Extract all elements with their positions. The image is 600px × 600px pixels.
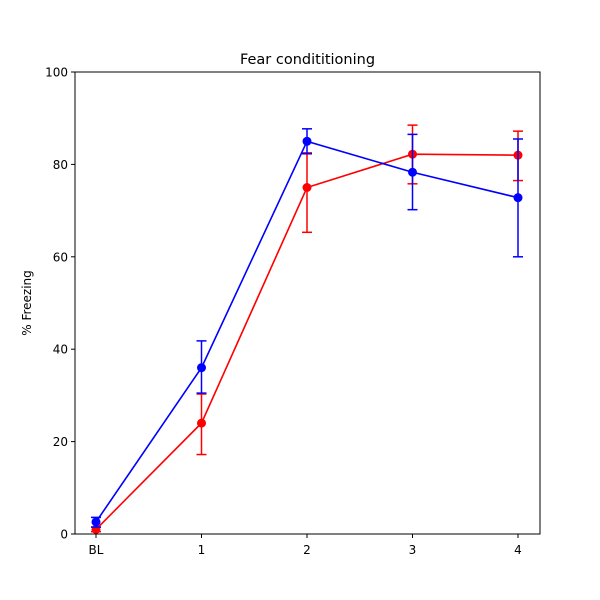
y-tick-label: 0 xyxy=(60,528,68,542)
x-tick-label: 2 xyxy=(303,543,311,557)
series-2 xyxy=(91,128,523,528)
plot-frame xyxy=(74,71,541,535)
y-tick-label: 80 xyxy=(53,158,68,172)
chart-title: Fear condititioning xyxy=(240,52,375,68)
y-tick-label: 40 xyxy=(53,343,68,357)
axis-layer: 0 20 40 60 80 100 BL 1 2 3 4 xyxy=(45,66,522,558)
series-layer xyxy=(91,124,523,534)
y-tick-label: 60 xyxy=(53,250,68,264)
y-tick-label: 100 xyxy=(45,66,68,80)
data-point xyxy=(513,193,523,203)
data-point xyxy=(91,517,101,527)
y-axis-label: % Freezing xyxy=(20,270,34,336)
x-tick-label: BL xyxy=(89,543,104,557)
y-tick-label: 20 xyxy=(53,435,68,449)
data-point xyxy=(302,136,312,146)
data-point xyxy=(197,363,206,373)
x-tick-label: 1 xyxy=(198,543,206,557)
x-tick-label: 3 xyxy=(409,543,417,557)
data-point xyxy=(408,167,417,177)
x-tick-label: 4 xyxy=(514,543,522,557)
data-point xyxy=(197,418,206,428)
series-1 xyxy=(91,124,523,534)
data-point xyxy=(302,183,312,192)
